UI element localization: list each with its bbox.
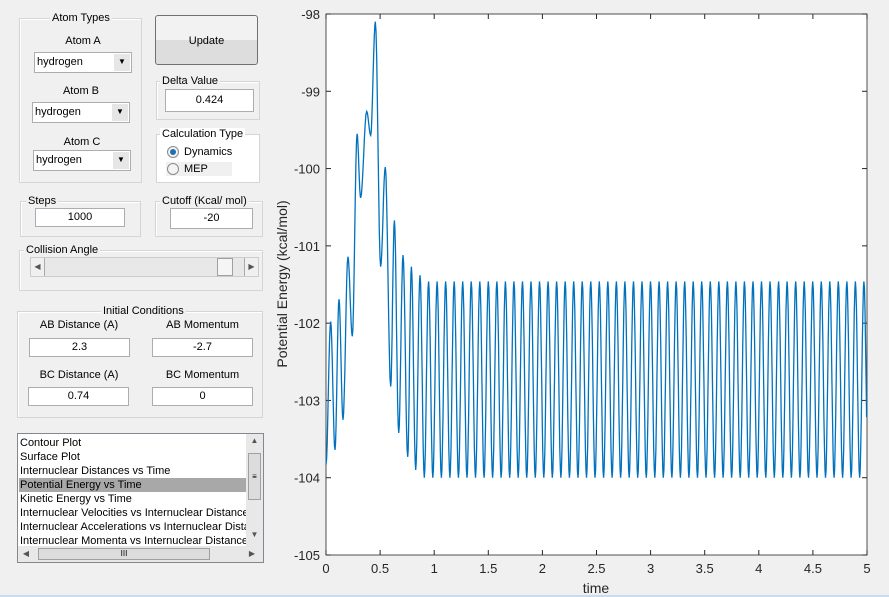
mep-radio[interactable]: [167, 163, 179, 175]
initial-conditions-title: Initial Conditions: [101, 305, 186, 317]
atom-a-select[interactable]: hydrogen ▼: [34, 52, 132, 73]
collision-angle-slider[interactable]: ◀ ▶: [30, 257, 259, 277]
update-button[interactable]: Update: [155, 15, 258, 65]
list-item[interactable]: Internuclear Momenta vs Internuclear Dis…: [20, 535, 247, 547]
y-tick-label: -104: [294, 471, 320, 486]
potential-energy-line: [325, 21, 868, 478]
dynamics-label: Dynamics: [184, 146, 233, 158]
atom-types-title: Atom Types: [50, 12, 112, 24]
atom-b-value: hydrogen: [35, 106, 81, 118]
x-axis-label: time: [583, 580, 610, 596]
steps-input[interactable]: 1000: [35, 208, 125, 227]
horizontal-scrollbar[interactable]: ◀ III ▶: [18, 546, 263, 562]
bc-distance-label: BC Distance (A): [39, 369, 119, 381]
slider-thumb[interactable]: [217, 258, 234, 276]
y-tick-label: -101: [294, 239, 320, 254]
plot-area: [325, 13, 868, 556]
scroll-thumb[interactable]: III: [38, 548, 210, 560]
ab-momentum-input[interactable]: -2.7: [152, 338, 253, 357]
x-tick-label: 1.5: [479, 561, 497, 576]
atom-b-label: Atom B: [62, 85, 100, 97]
dynamics-radio[interactable]: [167, 146, 179, 158]
x-tick-label: 0: [322, 561, 329, 576]
atom-c-label: Atom C: [63, 136, 101, 148]
x-tick-label: 4.5: [804, 561, 822, 576]
list-item[interactable]: Contour Plot: [20, 437, 82, 449]
x-tick-label: 1: [431, 561, 438, 576]
collision-angle-group: Collision Angle: [19, 244, 263, 291]
y-tick-label: -99: [301, 84, 320, 99]
ab-momentum-label: AB Momentum: [166, 319, 239, 331]
x-tick-label: 0.5: [371, 561, 389, 576]
y-tick-label: -102: [294, 316, 320, 331]
bc-distance-input[interactable]: 0.74: [28, 387, 129, 406]
x-tick-label: 5: [863, 561, 870, 576]
atom-types-group: Atom Types: [19, 12, 142, 183]
delta-title: Delta Value: [160, 75, 221, 87]
cutoff-input[interactable]: -20: [170, 208, 253, 229]
initial-conditions-group: Initial Conditions: [17, 305, 263, 418]
vertical-scrollbar[interactable]: ▲ ≡ ▼: [246, 434, 263, 546]
mep-label: MEP: [184, 163, 208, 175]
x-tick-label: 3.5: [696, 561, 714, 576]
y-axis-label: Potential Energy (kcal/mol): [274, 200, 290, 367]
list-item[interactable]: Potential Energy vs Time: [19, 478, 247, 492]
cutoff-group: Cutoff (Kcal/ mol): [155, 195, 263, 237]
list-item[interactable]: Internuclear Velocities vs Internuclear …: [20, 507, 247, 519]
cutoff-title: Cutoff (Kcal/ mol): [160, 195, 249, 207]
plot-type-listbox[interactable]: Contour Plot Surface Plot Internuclear Dis…: [17, 433, 264, 563]
scroll-thumb[interactable]: ≡: [248, 453, 261, 500]
atom-a-label: Atom A: [65, 35, 101, 47]
y-tick-label: -100: [294, 162, 320, 177]
list-item[interactable]: Internuclear Accelerations vs Internucle…: [20, 521, 247, 533]
atom-c-value: hydrogen: [36, 154, 82, 166]
x-tick-label: 2: [539, 561, 546, 576]
atom-b-select[interactable]: hydrogen ▼: [32, 102, 130, 123]
x-tick-label: 2.5: [587, 561, 605, 576]
arrow-down-icon[interactable]: ▼: [250, 530, 259, 539]
y-tick-label: -103: [294, 393, 320, 408]
calc-type-title: Calculation Type: [160, 128, 246, 140]
arrow-left-icon[interactable]: ◀: [31, 258, 45, 276]
steps-title: Steps: [26, 195, 59, 207]
chevron-down-icon: ▼: [114, 54, 130, 71]
bc-momentum-label: BC Momentum: [165, 369, 240, 381]
steps-group: Steps: [20, 195, 141, 237]
bc-momentum-input[interactable]: 0: [152, 387, 253, 406]
arrow-right-icon[interactable]: ▶: [248, 549, 256, 558]
arrow-left-icon[interactable]: ◀: [22, 549, 30, 558]
ab-distance-input[interactable]: 2.3: [29, 338, 130, 357]
x-tick-label: 4: [755, 561, 762, 576]
chevron-down-icon: ▼: [113, 152, 129, 169]
chevron-down-icon: ▼: [112, 104, 128, 121]
atom-c-select[interactable]: hydrogen ▼: [33, 150, 131, 171]
y-tick-label: -105: [294, 548, 320, 563]
collision-angle-title: Collision Angle: [24, 244, 101, 256]
arrow-up-icon[interactable]: ▲: [250, 436, 259, 445]
list-item[interactable]: Internuclear Distances vs Time: [20, 465, 171, 477]
y-tick-label: -98: [301, 7, 320, 22]
delta-group: Delta Value: [156, 75, 260, 120]
list-item[interactable]: Kinetic Energy vs Time: [20, 493, 132, 505]
arrow-right-icon[interactable]: ▶: [244, 258, 258, 276]
list-item[interactable]: Surface Plot: [20, 451, 80, 463]
ab-distance-label: AB Distance (A): [39, 319, 119, 331]
atom-a-value: hydrogen: [37, 56, 83, 68]
delta-input[interactable]: 0.424: [165, 89, 254, 112]
x-tick-label: 3: [647, 561, 654, 576]
